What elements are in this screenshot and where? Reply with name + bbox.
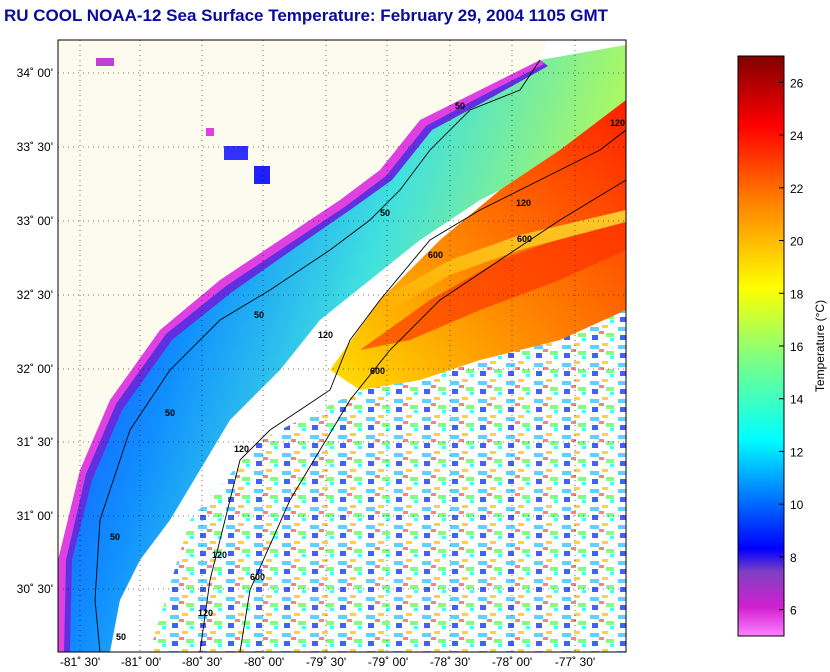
cloud-patch bbox=[224, 146, 248, 160]
lon-label: -81˚ 00' bbox=[121, 655, 161, 669]
gulf-stream-core bbox=[360, 220, 626, 350]
colorbar-tick-label: 6 bbox=[790, 604, 797, 618]
lon-label: -77˚ 30' bbox=[555, 655, 595, 669]
contour-label: 120 bbox=[198, 608, 213, 618]
contour-label: 600 bbox=[370, 366, 385, 376]
lat-label: 32˚ 30' bbox=[17, 288, 53, 302]
contour-label: 50 bbox=[254, 310, 264, 320]
gulf-stream-stripe bbox=[380, 210, 626, 310]
map-frame bbox=[57, 39, 627, 653]
contour-label: 120 bbox=[610, 118, 625, 128]
lat-label: 32˚ 00' bbox=[17, 362, 53, 376]
lon-label: -80˚ 00' bbox=[244, 655, 284, 669]
shelf-water bbox=[58, 45, 626, 652]
lon-label: -80˚ 30' bbox=[182, 655, 222, 669]
lon-label: -78˚ 00' bbox=[492, 655, 532, 669]
cloud-patch bbox=[254, 166, 270, 184]
contour-label: 50 bbox=[165, 408, 175, 418]
colorbar-tick-label: 26 bbox=[790, 76, 804, 90]
nearshore-cold-fringe bbox=[58, 60, 548, 652]
contour-label: 50 bbox=[110, 532, 120, 542]
colorbar-tick-label: 14 bbox=[790, 393, 804, 407]
contour-label: 600 bbox=[428, 250, 443, 260]
lat-label: 31˚ 30' bbox=[17, 435, 53, 449]
lon-label: -81˚ 30' bbox=[60, 655, 100, 669]
contour-label: 50 bbox=[380, 208, 390, 218]
contour-120m bbox=[199, 129, 626, 652]
contour-label: 50 bbox=[455, 101, 465, 111]
cloud-patch bbox=[96, 58, 114, 66]
colorbar-tick-label: 16 bbox=[790, 340, 804, 354]
lon-label: -79˚ 00' bbox=[368, 655, 408, 669]
lat-label: 33˚ 00' bbox=[17, 214, 53, 228]
contour-label: 600 bbox=[517, 234, 532, 244]
colorbar-tick-label: 18 bbox=[790, 287, 804, 301]
lat-label: 33˚ 30' bbox=[17, 140, 53, 154]
colorbar-tick-label: 10 bbox=[790, 498, 804, 512]
colorbar-tick-label: 12 bbox=[790, 445, 804, 459]
colorbar-tick-label: 24 bbox=[790, 129, 804, 143]
contour-600m bbox=[239, 179, 626, 652]
lon-label: -78˚ 30' bbox=[430, 655, 470, 669]
contour-label: 50 bbox=[116, 632, 126, 642]
colorbar-tick-label: 8 bbox=[790, 551, 797, 565]
lon-label: -79˚ 30' bbox=[306, 655, 346, 669]
lat-label: 30˚ 30' bbox=[17, 582, 53, 596]
contour-label: 120 bbox=[234, 444, 249, 454]
contour-label: 120 bbox=[212, 550, 227, 560]
sst-map: 50 120 600 50 120 600 50 120 50 120 600 … bbox=[17, 39, 627, 669]
contour-label: 120 bbox=[516, 198, 531, 208]
lat-label: 31˚ 00' bbox=[17, 509, 53, 523]
land bbox=[58, 40, 548, 560]
colorbar-label: Temperature (°C) bbox=[813, 300, 827, 392]
colorbar-tick-label: 22 bbox=[790, 182, 804, 196]
lat-label: 34˚ 00' bbox=[17, 66, 53, 80]
cloud-speckle-region bbox=[150, 300, 626, 652]
cloud-patch bbox=[206, 128, 214, 136]
colorbar-scale bbox=[737, 55, 785, 637]
colorbar-tick-label: 20 bbox=[790, 235, 804, 249]
contour-50m bbox=[94, 59, 541, 652]
map-title: RU COOL NOAA-12 Sea Surface Temperature:… bbox=[4, 6, 609, 25]
contour-label: 600 bbox=[250, 572, 265, 582]
gulf-stream bbox=[330, 100, 626, 390]
contour-label: 120 bbox=[318, 330, 333, 340]
